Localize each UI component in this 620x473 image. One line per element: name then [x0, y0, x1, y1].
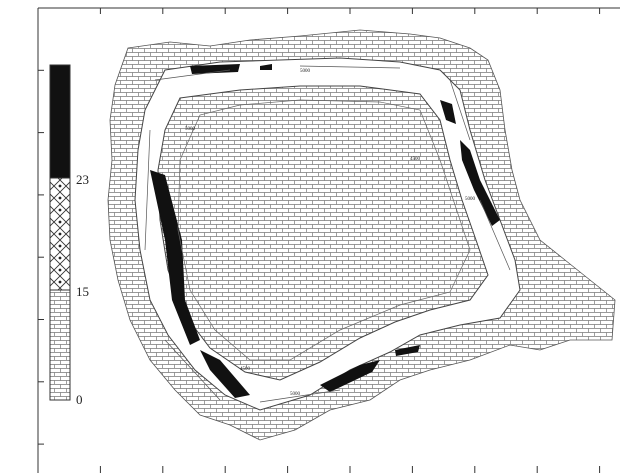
map-figure: 23 15 0 5000 5000 4500 5000 4500 5000	[0, 0, 620, 473]
legend-label: 23	[76, 172, 89, 187]
contour-label: 5000	[300, 69, 311, 74]
legend-label: 0	[76, 392, 83, 407]
page: 23 15 0 5000 5000 4500 5000 4500 5000 ((…	[0, 0, 620, 473]
contour-label: 5000	[185, 127, 196, 132]
contour-label: 5000	[290, 392, 301, 397]
contour-label: 5000	[465, 197, 476, 202]
legend-label: 15	[76, 284, 89, 299]
map-area: 5000 5000 4500 5000 4500 5000	[108, 30, 615, 440]
legend-bar: 23 15 0	[50, 65, 89, 407]
contour-label: 4500	[410, 157, 421, 162]
contour-label: 4500	[240, 367, 251, 372]
